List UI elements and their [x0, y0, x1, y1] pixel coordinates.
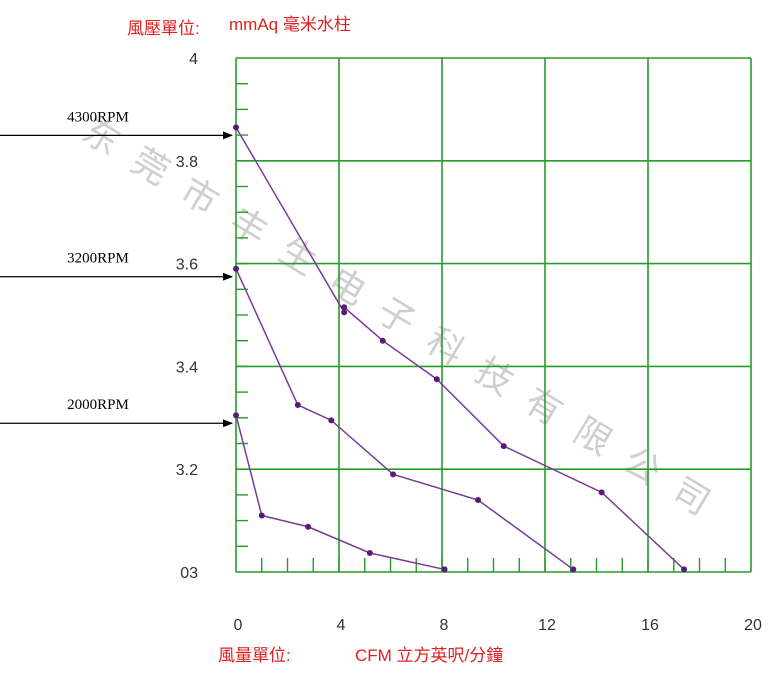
y-tick-label: 3.2 [176, 462, 198, 479]
watermark-char: 有 [517, 380, 569, 434]
y-tick-label: 3.6 [176, 257, 198, 274]
series-label: 4300RPM [67, 109, 129, 125]
series-line [235, 415, 445, 571]
data-point [475, 497, 482, 504]
watermark-char: 司 [665, 470, 717, 524]
data-point [598, 489, 605, 496]
data-point [258, 512, 265, 519]
series-label: 3200RPM [67, 251, 129, 267]
data-point [500, 443, 507, 450]
x-tick-label: 16 [641, 617, 659, 634]
y-tick-label: 3.4 [176, 359, 198, 376]
watermark-char: 市 [173, 170, 225, 224]
data-point [390, 471, 397, 478]
y-tick-labels: 03 3.2 3.4 3.6 3.8 4 [176, 51, 198, 582]
data-point [681, 566, 688, 573]
series-labels: 4300RPM 3200RPM 2000RPM [0, 109, 233, 428]
x-tick-label: 20 [744, 617, 762, 634]
watermark-char: 生 [272, 230, 324, 284]
data-point [379, 337, 386, 344]
watermark-char: 丰 [222, 200, 274, 254]
x-tick-label: 0 [234, 617, 243, 634]
x-axis-unit-prefix: 風量單位: [218, 646, 291, 665]
x-tick-label: 12 [538, 617, 556, 634]
series-line [235, 268, 574, 571]
x-tick-label: 4 [337, 617, 346, 634]
watermark-char: 莞 [124, 140, 176, 194]
data-point [441, 566, 448, 573]
minor-ticks [236, 82, 726, 572]
data-point [328, 417, 335, 424]
x-tick-label: 8 [440, 617, 449, 634]
y-tick-label: 03 [180, 565, 198, 582]
data-point [570, 566, 577, 573]
watermark-char: 限 [567, 410, 619, 464]
watermark-char: 技 [468, 350, 520, 404]
series-lines [233, 124, 688, 573]
data-point [366, 549, 373, 556]
data-point [305, 523, 312, 530]
data-point [294, 401, 301, 408]
y-tick-label: 4 [189, 51, 198, 68]
data-point [233, 412, 239, 419]
data-point [341, 309, 348, 316]
y-axis-unit: mmAq 毫米水柱 [229, 15, 351, 34]
data-point [233, 265, 239, 272]
data-point [341, 304, 348, 311]
data-point [433, 376, 440, 383]
y-tick-label: 3.8 [176, 154, 198, 171]
series-label: 2000RPM [67, 397, 129, 413]
y-axis-unit-prefix: 風壓單位: [127, 19, 200, 38]
x-tick-labels: 0 4 8 12 16 20 [234, 617, 762, 634]
data-point [233, 124, 239, 131]
x-axis-unit: CFM 立方英呎/分鐘 [355, 646, 503, 665]
watermark-char: 公 [616, 440, 668, 494]
